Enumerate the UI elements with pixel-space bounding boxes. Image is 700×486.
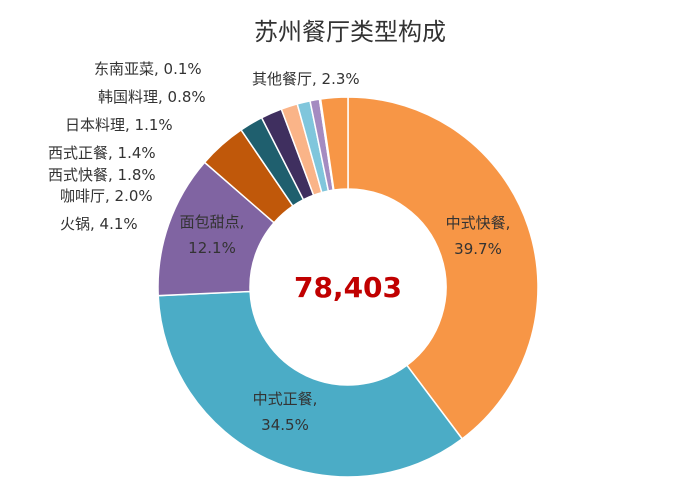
slice-1: [157, 290, 464, 478]
donut-slices: [157, 96, 539, 478]
slice-label: 东南亚菜, 0.1%: [94, 60, 202, 78]
slice-label-name: 中式正餐,: [253, 390, 318, 408]
slice-label: 咖啡厅, 2.0%: [60, 187, 153, 205]
slice-label-name: 中式快餐,: [446, 214, 511, 232]
slice-label: 韩国料理, 0.8%: [98, 88, 206, 106]
center-total: 78,403: [294, 271, 402, 304]
slice-10: [319, 96, 349, 191]
slice-label-name: 面包甜点,: [180, 213, 245, 231]
slice-label: 西式正餐, 1.4%: [48, 144, 156, 162]
slice-label: 西式快餐, 1.8%: [48, 166, 156, 184]
slice-label: 其他餐厅, 2.3%: [252, 70, 360, 88]
chart-title: 苏州餐厅类型构成: [254, 18, 446, 46]
slice-label-value: 34.5%: [261, 416, 309, 434]
slice-0: [347, 96, 539, 440]
slice-label: 日本料理, 1.1%: [65, 116, 173, 134]
slice-label-value: 39.7%: [454, 240, 502, 258]
slice-label: 火锅, 4.1%: [60, 215, 138, 233]
slice-labels: 中式快餐, 39.7% 中式正餐, 34.5% 面包甜点, 12.1% 火锅, 4.1% 咖啡…: [48, 60, 510, 434]
slice-label-value: 12.1%: [188, 239, 236, 257]
